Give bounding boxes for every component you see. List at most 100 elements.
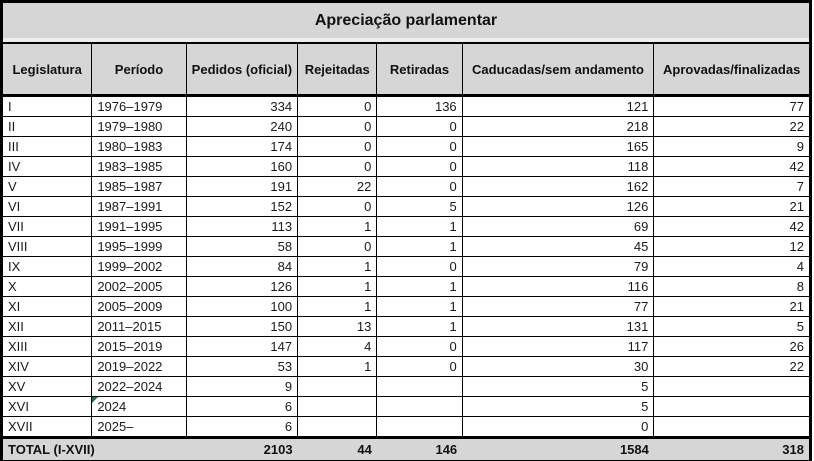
cell-pedidos: 6 xyxy=(185,396,299,417)
cell-pedidos: 53 xyxy=(185,356,299,377)
cell-aprovadas: 9 xyxy=(653,136,811,157)
cell-caducadas: 131 xyxy=(461,316,655,337)
cell-caducadas: 69 xyxy=(461,216,655,237)
cell-aprovadas xyxy=(653,416,811,438)
cell-caducadas: 0 xyxy=(461,416,655,438)
cell-legislatura: III xyxy=(0,136,93,157)
cell-retiradas: 5 xyxy=(376,196,463,217)
cell-retiradas: 0 xyxy=(376,116,463,137)
cell-legislatura: XII xyxy=(0,316,93,337)
cell-aprovadas: 5 xyxy=(653,316,811,337)
cell-retiradas: 0 xyxy=(376,156,463,177)
table-title-row: Apreciação parlamentar xyxy=(1,1,811,38)
cell-legislatura: X xyxy=(0,276,93,297)
cell-aprovadas: 12 xyxy=(653,236,811,257)
cell-rejeitadas xyxy=(297,376,378,397)
cell-legislatura: XIII xyxy=(0,336,93,357)
cell-pedidos: 147 xyxy=(185,336,299,357)
table-row: XI 2005–2009 100 1 1 77 21 xyxy=(0,296,811,317)
cell-retiradas: 0 xyxy=(376,356,463,377)
cell-pedidos: 58 xyxy=(185,236,299,257)
column-header-caducadas: Caducadas/sem andamento xyxy=(461,42,655,97)
cell-caducadas: 77 xyxy=(461,296,655,317)
cell-rejeitadas: 1 xyxy=(297,356,378,377)
cell-caducadas: 5 xyxy=(461,396,655,417)
table-row: XVII 2025– 6 0 xyxy=(0,416,811,438)
cell-legislatura: XV xyxy=(0,376,93,397)
cell-rejeitadas: 0 xyxy=(297,156,378,177)
cell-pedidos: 100 xyxy=(185,296,299,317)
cell-rejeitadas: 1 xyxy=(297,276,378,297)
cell-pedidos: 126 xyxy=(185,276,299,297)
cell-pedidos: 9 xyxy=(185,376,299,397)
table-row: XVI 2024 6 5 xyxy=(0,396,811,417)
cell-retiradas: 0 xyxy=(376,176,463,197)
column-header-pedidos: Pedidos (oficial) xyxy=(185,42,299,97)
cell-rejeitadas: 13 xyxy=(297,316,378,337)
cell-rejeitadas: 1 xyxy=(297,256,378,277)
total-pedidos: 2103 xyxy=(186,436,298,461)
cell-periodo: 1976–1979 xyxy=(91,95,187,117)
cell-note-icon xyxy=(92,397,99,403)
cell-legislatura: VII xyxy=(0,216,93,237)
table-row: VII 1991–1995 113 1 1 69 42 xyxy=(0,216,811,237)
table-row: II 1979–1980 240 0 0 218 22 xyxy=(0,116,811,137)
table-row: XV 2022–2024 9 5 xyxy=(0,376,811,397)
cell-aprovadas: 21 xyxy=(653,196,811,217)
cell-retiradas: 136 xyxy=(376,95,463,117)
cell-retiradas: 0 xyxy=(376,256,463,277)
cell-rejeitadas: 4 xyxy=(297,336,378,357)
total-row: TOTAL (I-XVII) 2103 44 146 1584 318 xyxy=(1,436,811,461)
table-title: Apreciação parlamentar xyxy=(1,1,811,38)
cell-legislatura: XIV xyxy=(0,356,93,377)
cell-periodo: 2022–2024 xyxy=(91,376,187,397)
cell-periodo: 1985–1987 xyxy=(91,176,187,197)
total-rejeitadas: 44 xyxy=(297,436,377,461)
cell-rejeitadas: 22 xyxy=(297,176,378,197)
table-row: XIII 2015–2019 147 4 0 117 26 xyxy=(0,336,811,357)
cell-caducadas: 45 xyxy=(461,236,655,257)
cell-retiradas: 0 xyxy=(376,136,463,157)
cell-caducadas: 30 xyxy=(461,356,655,377)
column-header-row: Legislatura Período Pedidos (oficial) Re… xyxy=(0,42,811,97)
cell-caducadas: 5 xyxy=(461,376,655,397)
cell-aprovadas: 4 xyxy=(653,256,811,277)
table-body: I 1976–1979 334 0 136 121 77 II 1979–1980 240 0 0 21… xyxy=(0,95,811,438)
cell-retiradas: 0 xyxy=(376,336,463,357)
cell-legislatura: I xyxy=(0,95,93,117)
cell-retiradas xyxy=(376,416,463,438)
cell-rejeitadas: 0 xyxy=(297,95,378,117)
cell-pedidos: 84 xyxy=(185,256,299,277)
cell-pedidos: 113 xyxy=(185,216,299,237)
cell-aprovadas: 22 xyxy=(653,116,811,137)
cell-legislatura: IX xyxy=(0,256,93,277)
cell-caducadas: 165 xyxy=(461,136,655,157)
title-separator xyxy=(1,38,811,44)
cell-periodo: 2011–2015 xyxy=(91,316,187,337)
table-row: X 2002–2005 126 1 1 116 8 xyxy=(0,276,811,297)
cell-periodo: 1980–1983 xyxy=(91,136,187,157)
cell-aprovadas: 42 xyxy=(653,216,811,237)
column-header-retiradas: Retiradas xyxy=(376,42,463,97)
cell-legislatura: V xyxy=(0,176,93,197)
cell-periodo: 2019–2022 xyxy=(91,356,187,377)
cell-rejeitadas: 0 xyxy=(297,236,378,257)
cell-periodo: 1979–1980 xyxy=(91,116,187,137)
column-header-rejeitadas: Rejeitadas xyxy=(297,42,378,97)
cell-retiradas xyxy=(376,376,463,397)
cell-rejeitadas xyxy=(297,396,378,417)
cell-legislatura: XVI xyxy=(0,396,93,417)
cell-legislatura: XI xyxy=(0,296,93,317)
cell-caducadas: 162 xyxy=(461,176,655,197)
cell-retiradas xyxy=(376,396,463,417)
cell-periodo: 2025– xyxy=(91,416,187,438)
table-row: IX 1999–2002 84 1 0 79 4 xyxy=(0,256,811,277)
cell-pedidos: 6 xyxy=(185,416,299,438)
cell-pedidos: 150 xyxy=(185,316,299,337)
cell-retiradas: 1 xyxy=(376,216,463,237)
cell-rejeitadas: 0 xyxy=(297,196,378,217)
total-label: TOTAL (I-XVII) xyxy=(1,436,187,461)
cell-caducadas: 118 xyxy=(461,156,655,177)
